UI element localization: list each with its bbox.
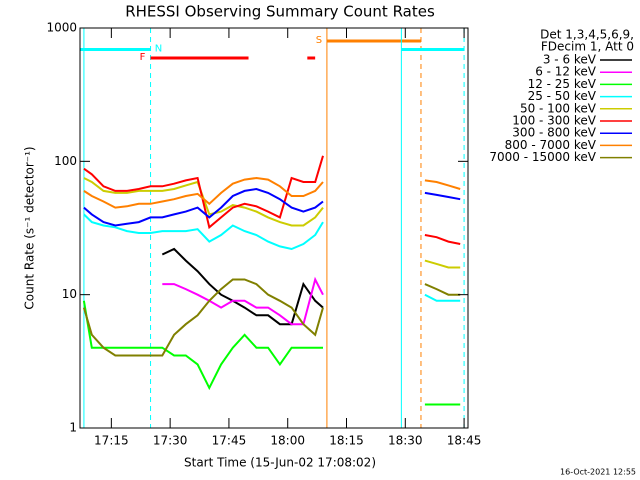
y-axis-label: Count Rate (s⁻¹ detector⁻¹): [23, 146, 37, 309]
y-tick-label: 1: [69, 421, 77, 435]
x-axis-label: Start Time (15-Jun-02 17:08:02): [184, 456, 376, 470]
series-line: [83, 213, 461, 302]
flag-label: F: [140, 52, 146, 63]
legend-header: Det 1,3,4,5,6,9,: [540, 28, 634, 42]
x-tick-label: 18:45: [447, 434, 482, 448]
series-line: [83, 187, 461, 227]
footer: 16-Oct-2021 12:55: [560, 468, 636, 477]
y-tick-label: 1000: [46, 21, 77, 35]
x-tick-label: 17:45: [212, 434, 247, 448]
legend-label: 800 - 7000 keV: [505, 138, 597, 152]
y-tick-label: 10: [62, 287, 77, 301]
legend-label: 50 - 100 keV: [520, 101, 597, 115]
x-tick-label: 18:15: [329, 434, 364, 448]
flag-label: S: [316, 35, 322, 46]
y-tick-label: 100: [54, 154, 77, 168]
legend-label: 7000 - 15000 keV: [489, 150, 596, 164]
x-tick-label: 17:15: [94, 434, 129, 448]
chart-title: RHESSI Observing Summary Count Rates: [125, 3, 435, 21]
plot-frame: [79, 27, 469, 429]
x-tick-label: 18:00: [270, 434, 305, 448]
legend-label: 12 - 25 keV: [528, 77, 597, 91]
series-line: [161, 247, 324, 326]
series-line: [82, 278, 461, 357]
legend-label: 25 - 50 keV: [528, 89, 597, 103]
legend-header: FDecim 1, Att 0: [541, 40, 634, 54]
x-tick-label: 17:30: [153, 434, 188, 448]
x-tick-label: 18:30: [388, 434, 423, 448]
series-line: [82, 300, 461, 406]
series-line: [83, 155, 461, 245]
series-line: [83, 176, 461, 209]
legend-label: 100 - 300 keV: [512, 114, 596, 128]
flag-label: N: [155, 44, 162, 55]
legend-label: 6 - 12 keV: [535, 65, 597, 79]
legend-label: 300 - 800 keV: [512, 126, 596, 140]
legend-label: 3 - 6 keV: [543, 53, 597, 67]
series-line: [162, 276, 324, 326]
